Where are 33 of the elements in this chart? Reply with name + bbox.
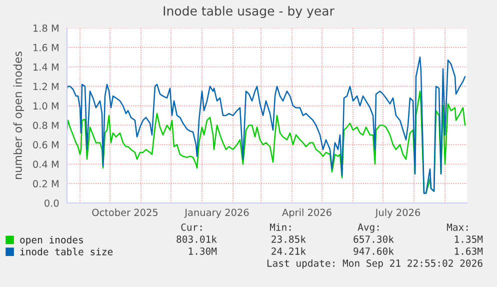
text: 947.60k <box>354 247 394 255</box>
y-tick-label: 0.2 M <box>33 180 58 188</box>
text: Max: <box>446 224 468 231</box>
legend-label: inode table size <box>20 248 113 256</box>
x-tick-label: October 2025 <box>92 208 158 216</box>
text: 657.30k <box>354 235 394 243</box>
legend-label: open inodes <box>20 236 83 246</box>
y-axis-title: number of open inodes <box>13 52 24 179</box>
y-tick-label: 0.6 M <box>33 141 58 148</box>
y-tick-label: 0.8 M <box>33 122 58 130</box>
text: Last update: Mon Sep 21 22:55:02 2026 <box>267 259 482 269</box>
text: 1.30M <box>188 247 217 255</box>
x-tick-label: July 2026 <box>374 208 420 218</box>
text: Cur: <box>181 223 202 231</box>
y-tick-label: 1.0 M <box>33 102 58 110</box>
y-tick-label: 1.8 M <box>33 24 58 32</box>
text: 1.35M <box>454 235 483 243</box>
text: 1.63M <box>454 247 483 255</box>
y-tick-label: 1.4 M <box>33 63 58 71</box>
chart-title: Inode table usage - by year <box>164 6 334 18</box>
text: Avg: <box>358 224 379 233</box>
y-tick-label: 1.2 M <box>33 82 58 90</box>
y-tick-label: 0.4 M <box>33 160 58 168</box>
line-series <box>67 56 466 194</box>
y-tick-label: 0.0 <box>44 199 59 207</box>
text: 24.21k <box>272 247 306 255</box>
x-tick-label: April 2026 <box>282 208 332 218</box>
x-tick-label: January 2026 <box>184 208 249 218</box>
text: 803.01k <box>176 235 217 243</box>
text: Min: <box>270 223 291 231</box>
line-series <box>67 90 466 194</box>
y-tick-label: 1.6 M <box>33 44 58 52</box>
text: 23.85k <box>272 235 306 243</box>
